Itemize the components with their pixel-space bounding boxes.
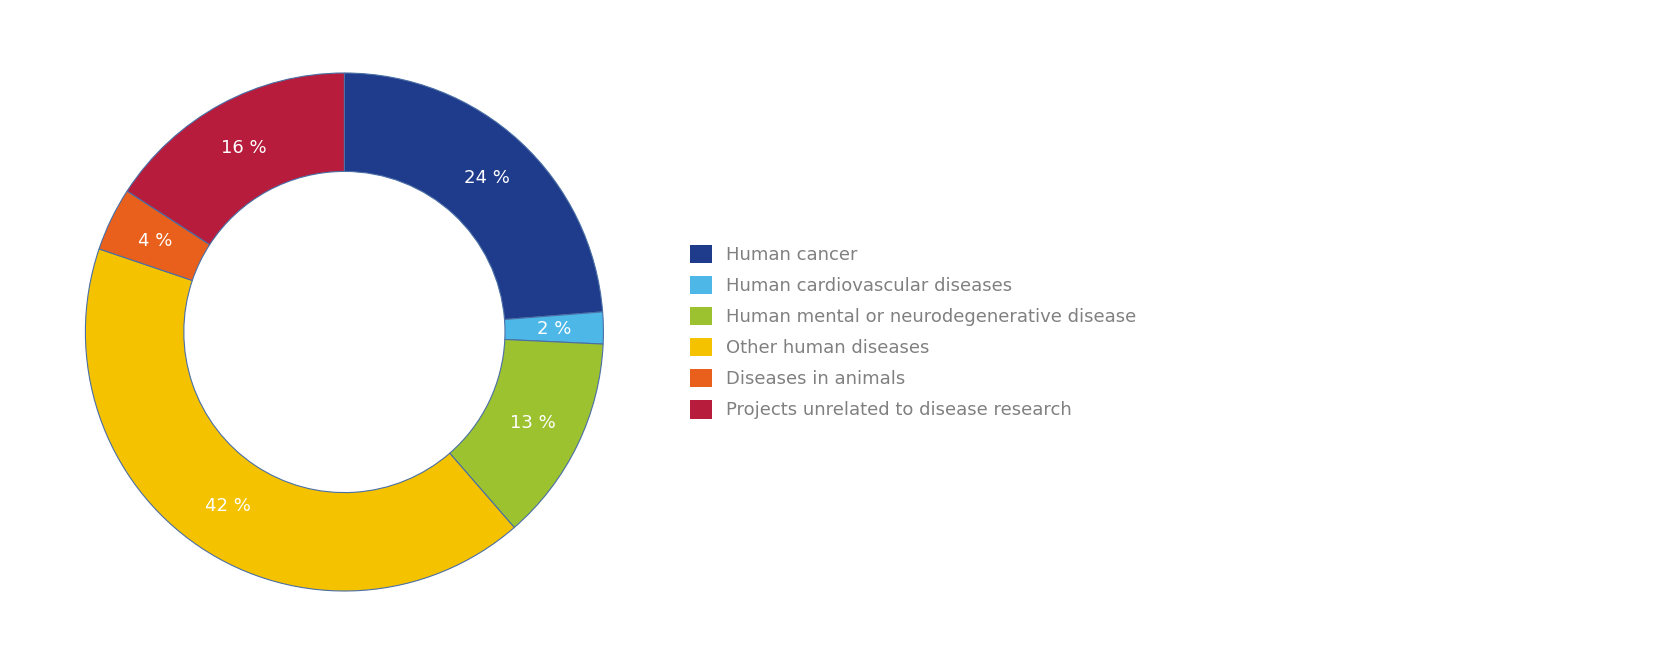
Wedge shape: [86, 249, 514, 591]
Wedge shape: [504, 312, 603, 344]
Text: 13 %: 13 %: [511, 414, 556, 432]
Wedge shape: [99, 191, 210, 280]
Legend: Human cancer, Human cardiovascular diseases, Human mental or neurodegenerative d: Human cancer, Human cardiovascular disea…: [680, 236, 1146, 428]
Text: 16 %: 16 %: [222, 139, 267, 157]
Wedge shape: [450, 339, 603, 527]
Text: 2 %: 2 %: [538, 320, 571, 338]
Text: 4 %: 4 %: [138, 232, 173, 250]
Wedge shape: [344, 73, 603, 319]
Wedge shape: [128, 73, 344, 244]
Text: 42 %: 42 %: [205, 497, 250, 515]
Text: 24 %: 24 %: [464, 169, 509, 187]
